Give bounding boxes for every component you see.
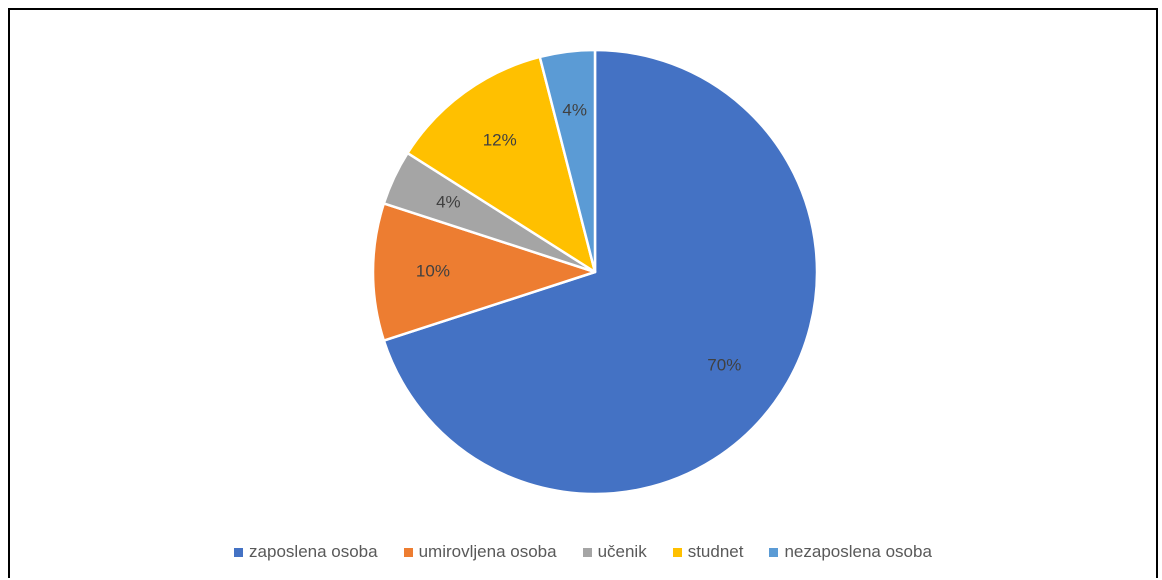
legend-label: zaposlena osoba: [249, 542, 378, 561]
legend-label: umirovljena osoba: [418, 542, 557, 561]
legend-swatch-icon: [234, 547, 244, 557]
pie-slice-1: [371, 202, 597, 342]
legend-swatch-icon: [769, 547, 779, 557]
legend-item-nezaposlena-osoba: nezaposlena osoba: [769, 542, 932, 562]
pie-slice-0: [382, 48, 819, 496]
data-label-4: 4%: [562, 101, 587, 120]
data-label-1: 10%: [416, 261, 450, 280]
pie-slice-3: [406, 55, 597, 274]
legend-label: studnet: [687, 542, 744, 561]
legend-item-studnet: studnet: [672, 542, 744, 562]
data-label-0: 70%: [707, 355, 741, 374]
data-label-3: 12%: [483, 130, 517, 149]
legend: zaposlena osoba umirovljena osoba učenik…: [10, 542, 1156, 562]
chart-area: 70% 10% 4% 12% 4% zaposlena osoba umirovljen…: [8, 8, 1158, 578]
pie-chart: 70% 10% 4% 12% 4%: [371, 48, 819, 496]
legend-item-zaposlena-osoba: zaposlena osoba: [234, 542, 378, 562]
legend-item-umirovljena-osoba: umirovljena osoba: [403, 542, 557, 562]
legend-swatch-icon: [403, 547, 413, 557]
legend-label: nezaposlena osoba: [784, 542, 932, 561]
legend-swatch-icon: [672, 547, 682, 557]
legend-label: učenik: [597, 542, 647, 561]
legend-item-ucenik: učenik: [582, 542, 647, 562]
data-label-2: 4%: [436, 192, 461, 211]
legend-swatch-icon: [582, 547, 592, 557]
pie-slice-4: [538, 48, 597, 274]
